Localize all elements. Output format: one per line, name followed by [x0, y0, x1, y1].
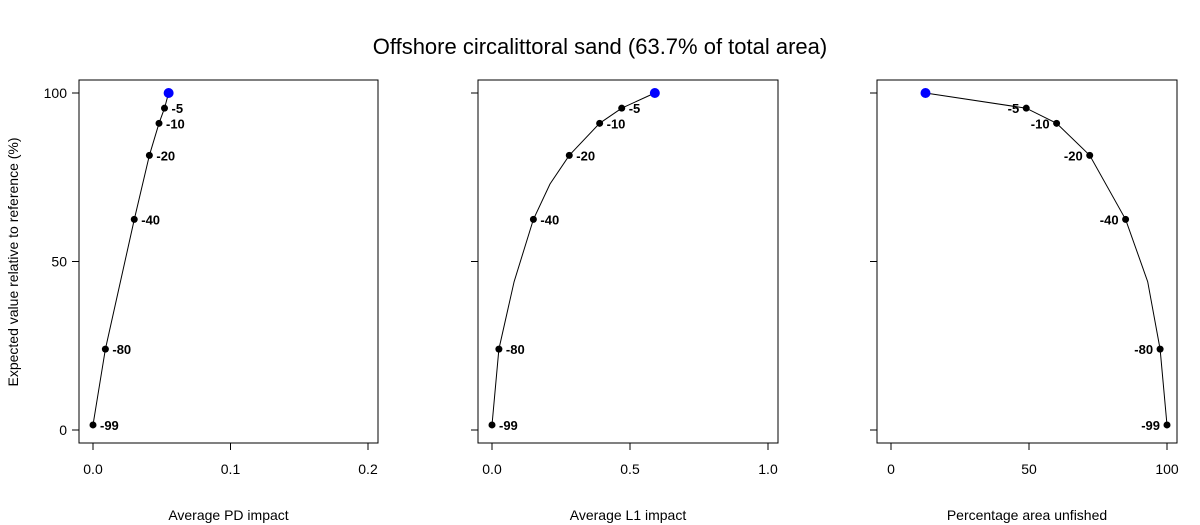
panel-2-data-point [565, 151, 573, 159]
y-axis-title: Expected value relative to reference (%) [5, 137, 21, 386]
panel-2-point-label: -20 [576, 148, 595, 163]
panel-1-x-tick-label: 0.0 [83, 461, 103, 477]
panel-2-x-tick-label: 0.5 [620, 461, 640, 477]
panel-1-point-label: -10 [166, 116, 185, 131]
panel-3-trade-off-curve [925, 92, 1168, 425]
panel-1-x-axis-title: Average PD impact [168, 507, 288, 523]
panel-2-x-tick-label: 1.0 [758, 461, 778, 477]
panel-3-data-point [1163, 421, 1171, 429]
chart-title: Offshore circalittoral sand (63.7% of to… [372, 34, 828, 59]
panel-2-data-point [596, 119, 604, 127]
panel-2-point-label: -5 [629, 101, 641, 116]
panel-2-reference-point [649, 88, 660, 98]
panel-2-data-point [488, 421, 496, 429]
panel-3-x-tick-label: 100 [1155, 461, 1179, 477]
panel-2-plot-frame [477, 79, 779, 444]
panel-2-trade-off-curve [491, 92, 656, 425]
panel-3-data-point [1122, 215, 1130, 223]
panel-3-point-label: -10 [1031, 116, 1050, 131]
panel-1-y-tick-label: 50 [51, 254, 67, 270]
panel-1-point-label: -80 [112, 342, 131, 357]
panel-3-point-label: -20 [1064, 148, 1083, 163]
panel-1-point-label: -40 [141, 212, 160, 227]
panel-2-data-point [495, 345, 503, 353]
panel-1-plot-frame [78, 79, 379, 444]
panel-2-data-point [618, 104, 626, 112]
panel-3-x-tick-label: 50 [1021, 461, 1037, 477]
panel-1-point-label: -99 [100, 418, 119, 433]
panel-3: 0 50 100 Percentage area unfished -5 -10 -20 -4… [870, 79, 1179, 523]
panel-2: 0.0 0.5 1.0 Average L1 impact -5-10 -20 -40 -80… [471, 79, 779, 523]
panel-1-x-tick-label: 0.1 [221, 461, 241, 477]
panel-1-trade-off-curve [92, 92, 170, 425]
panel-2-point-label: -40 [540, 212, 559, 227]
panel-1: 0 50 100 0.0 0.1 0.2 Average PD impact -5-10 -20… [44, 79, 379, 523]
panel-1-reference-point [163, 88, 174, 98]
panel-3-reference-point [920, 88, 931, 98]
panel-3-plot-frame [876, 79, 1178, 444]
panel-3-data-point [1156, 345, 1164, 353]
panel-2-x-axis-title: Average L1 impact [570, 507, 687, 523]
panel-1-point-label: -20 [156, 148, 175, 163]
panel-2-point-label: -80 [506, 342, 525, 357]
panel-1-data-point [155, 119, 163, 127]
panel-3-point-label: -80 [1134, 342, 1153, 357]
panel-3-x-tick-label: 0 [887, 461, 895, 477]
panel-2-data-point [529, 215, 537, 223]
panel-1-y-tick-label: 0 [59, 422, 67, 438]
panel-1-data-point [145, 151, 153, 159]
panel-2-point-label: -10 [607, 116, 626, 131]
panel-1-point-label: -5 [172, 101, 184, 116]
panel-1-x-tick-label: 0.2 [358, 461, 378, 477]
panel-2-x-tick-label: 0.0 [482, 461, 502, 477]
panel-1-data-point [89, 421, 97, 429]
panel-1-data-point [101, 345, 109, 353]
panel-3-data-point [1022, 104, 1030, 112]
panel-1-data-point [130, 215, 138, 223]
panel-3-data-point [1053, 119, 1061, 127]
panel-1-y-tick-label: 100 [44, 85, 68, 101]
panel-3-point-label: -5 [1008, 101, 1020, 116]
panel-2-point-label: -99 [499, 418, 518, 433]
panel-3-point-label: -40 [1100, 212, 1119, 227]
panel-3-data-point [1086, 151, 1094, 159]
panel-3-x-axis-title: Percentage area unfished [947, 507, 1107, 523]
panel-3-point-label: -99 [1141, 418, 1160, 433]
panel-1-data-point [161, 104, 168, 112]
